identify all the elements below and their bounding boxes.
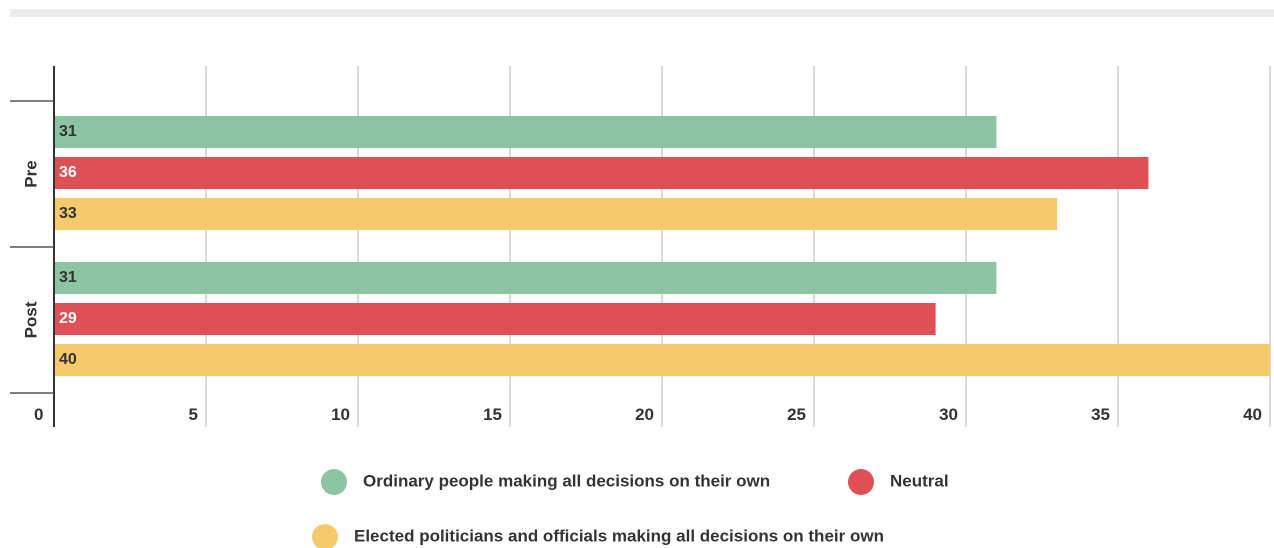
bar-pre-series-1 (55, 116, 997, 148)
x-tick-label-20: 20 (635, 405, 654, 424)
top-strip (10, 9, 1274, 17)
x-tick-label-35: 35 (1091, 405, 1110, 424)
x-tick-label-10: 10 (331, 405, 350, 424)
bar-post-series-2 (55, 303, 936, 335)
legend-marker-3 (312, 524, 338, 548)
group-label-post: Post (21, 301, 40, 338)
bar-label-pre-series-2: 36 (59, 164, 77, 181)
x-tick-label-25: 25 (787, 405, 806, 424)
bar-post-series-3 (55, 344, 1270, 376)
x-tick-label-0: 0 (34, 405, 43, 424)
x-tick-label-40: 40 (1243, 405, 1262, 424)
legend: Ordinary people making all decisions on … (312, 469, 949, 548)
bar-post-series-1 (55, 262, 997, 294)
group-label-pre: Pre (21, 160, 40, 187)
legend-label-3: Elected politicians and officials making… (354, 526, 884, 545)
bars: 31 36 33 31 29 40 (55, 116, 1270, 376)
bar-label-pre-series-3: 33 (59, 205, 77, 222)
legend-marker-2 (848, 469, 874, 495)
bar-label-post-series-1: 31 (59, 269, 77, 286)
x-tick-label-5: 5 (189, 405, 198, 424)
x-tick-label-30: 30 (939, 405, 958, 424)
legend-label-1: Ordinary people making all decisions on … (363, 471, 770, 490)
bar-pre-series-3 (55, 198, 1058, 230)
x-tick-label-15: 15 (483, 405, 502, 424)
legend-marker-1 (321, 469, 347, 495)
bar-label-post-series-2: 29 (59, 310, 77, 327)
x-tick-labels: 0 5 10 15 20 25 30 35 40 (34, 405, 1262, 424)
legend-label-2: Neutral (890, 471, 949, 490)
group-labels: Pre Post (21, 160, 40, 338)
axes (10, 66, 55, 427)
bar-label-pre-series-1: 31 (59, 123, 77, 140)
bar-pre-series-2 (55, 157, 1149, 189)
bar-label-post-series-3: 40 (59, 351, 77, 368)
